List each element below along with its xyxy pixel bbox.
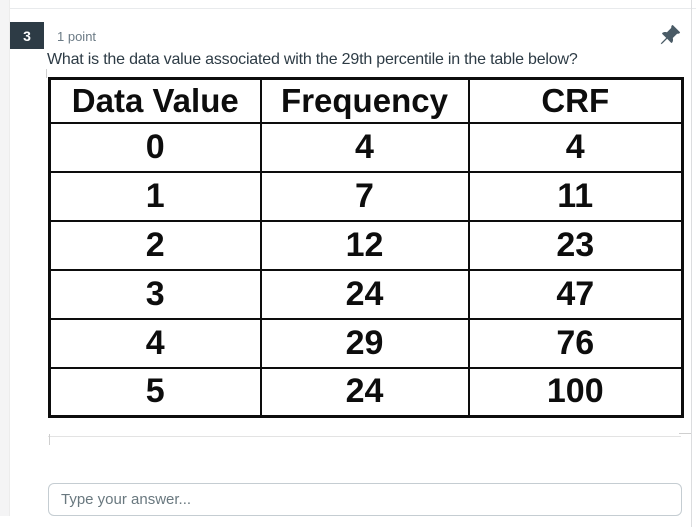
table-row: 2 12 23 <box>48 219 684 271</box>
page-right-edge <box>691 0 692 527</box>
header-data-value: Data Value <box>48 77 262 124</box>
cell-crf: 4 <box>467 121 684 173</box>
cell-frequency: 24 <box>259 268 470 320</box>
table-crop-mark <box>46 69 47 78</box>
cell-frequency: 4 <box>259 121 470 173</box>
table-header-row: Data Value Frequency CRF <box>48 77 684 124</box>
cell-frequency: 7 <box>259 170 470 222</box>
cell-data-value: 4 <box>48 317 262 369</box>
cell-crf: 76 <box>467 317 684 369</box>
question-number-badge: 3 <box>10 22 44 49</box>
cell-frequency: 29 <box>259 317 470 369</box>
table-row: 3 24 47 <box>48 268 684 320</box>
table-crop-mark <box>49 434 50 445</box>
question-points-label: 1 point <box>57 29 97 44</box>
answer-input[interactable] <box>48 483 682 516</box>
left-gutter-strip <box>0 0 10 516</box>
card-top-divider <box>10 8 696 9</box>
cell-data-value: 0 <box>48 121 262 173</box>
cell-data-value: 5 <box>48 366 262 418</box>
pushpin-icon[interactable] <box>659 24 681 46</box>
frequency-table: Data Value Frequency CRF 0 4 4 1 7 11 2 … <box>48 77 684 418</box>
table-row: 5 24 100 <box>48 366 684 418</box>
cell-crf: 23 <box>467 219 684 271</box>
table-crop-mark <box>679 433 691 434</box>
cell-data-value: 3 <box>48 268 262 320</box>
frequency-table-image: Data Value Frequency CRF 0 4 4 1 7 11 2 … <box>48 77 684 418</box>
table-row: 1 7 11 <box>48 170 684 222</box>
cell-frequency: 12 <box>259 219 470 271</box>
cell-frequency: 24 <box>259 366 470 418</box>
header-crf: CRF <box>467 77 684 124</box>
question-prompt: What is the data value associated with t… <box>47 51 578 68</box>
cell-crf: 47 <box>467 268 684 320</box>
table-row: 4 29 76 <box>48 317 684 369</box>
table-crop-mark <box>48 436 681 437</box>
header-frequency: Frequency <box>259 77 470 124</box>
cell-crf: 11 <box>467 170 684 222</box>
cell-data-value: 2 <box>48 219 262 271</box>
cell-data-value: 1 <box>48 170 262 222</box>
table-row: 0 4 4 <box>48 121 684 173</box>
cell-crf: 100 <box>467 366 684 418</box>
